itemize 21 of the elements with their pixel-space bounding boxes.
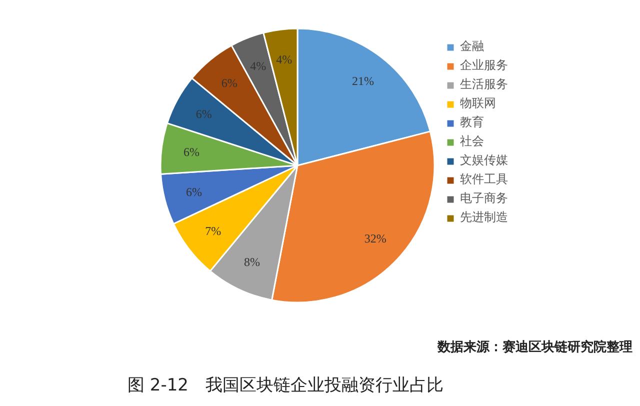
data-label: 6% <box>186 185 202 200</box>
legend-label: 软件工具 <box>460 171 508 188</box>
text: 图 2-12 我国区块链企业投融资行业占比 <box>128 376 444 396</box>
legend-label: 教育 <box>460 114 484 131</box>
data-label: 6% <box>221 76 238 90</box>
data-label: 8% <box>244 255 260 270</box>
legend-label: 文娱传媒 <box>460 152 508 169</box>
data-label: 6% <box>196 107 212 122</box>
legend-label: 先进制造 <box>460 209 508 226</box>
legend-label: 社会 <box>460 133 484 150</box>
source-note: 数据来源：赛迪区块链研究院整理 <box>436 339 632 355</box>
data-label: 6% <box>183 145 200 160</box>
legend-label: 金融 <box>460 38 484 55</box>
legend-label: 生活服务 <box>460 76 508 93</box>
data-label: 32% <box>364 232 386 246</box>
data-label: 21% <box>352 74 374 88</box>
legend-label: 企业服务 <box>460 57 508 74</box>
data-label: 4% <box>276 52 292 66</box>
legend-label: 电子商务 <box>460 190 508 207</box>
legend-label: 物联网 <box>460 95 496 112</box>
data-label: 7% <box>205 224 222 238</box>
